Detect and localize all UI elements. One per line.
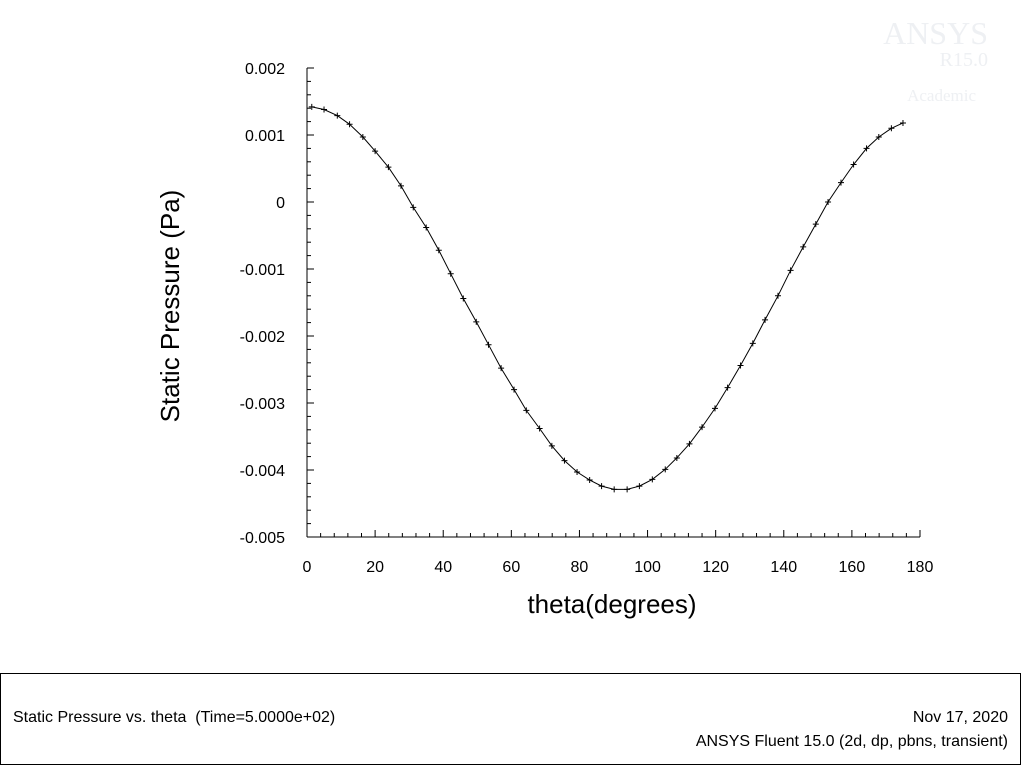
x-tick-label: 120 (702, 559, 729, 576)
y-tick-label: -0.002 (240, 329, 285, 346)
watermark-version: R15.0 (940, 49, 988, 71)
data-point-marker (423, 224, 430, 231)
x-tick-label: 0 (303, 559, 312, 576)
data-point-marker (435, 247, 442, 254)
data-point-marker (321, 106, 328, 113)
data-point-marker (586, 477, 593, 484)
data-point-marker (574, 469, 581, 476)
data-point-marker (385, 164, 392, 171)
y-tick-label: 0 (276, 195, 285, 212)
ansys-watermark: ANSYS R15.0 Academic (883, 15, 988, 105)
data-point-marker (636, 483, 643, 490)
data-point-marker (662, 466, 669, 473)
data-point-marker (649, 476, 656, 483)
y-tick-label: 0.001 (245, 128, 285, 145)
x-tick-label: 20 (366, 559, 384, 576)
data-point-marker (473, 318, 480, 325)
data-point-marker (724, 384, 731, 391)
data-point-marker (410, 204, 417, 211)
x-tick-label: 100 (634, 559, 661, 576)
y-axis-title: Static Pressure (Pa) (155, 190, 185, 423)
data-point-marker (888, 125, 895, 132)
data-point-marker (737, 362, 744, 369)
data-point-marker (359, 134, 366, 141)
data-point-marker (498, 365, 505, 372)
data-point-marker (711, 405, 718, 412)
y-tick-label: -0.001 (240, 262, 285, 279)
watermark-ansys: ANSYS (883, 15, 988, 51)
data-point-marker (485, 341, 492, 348)
footer-product: ANSYS Fluent 15.0 (2d, dp, pbns, transie… (695, 733, 1008, 750)
data-point-marker (699, 424, 706, 431)
y-tick-label: -0.003 (240, 396, 285, 413)
series-line (311, 106, 904, 490)
data-point-marker (624, 486, 631, 493)
x-axis-title: theta(degrees) (527, 589, 696, 619)
data-point-marker (397, 182, 404, 189)
data-point-marker (523, 407, 530, 414)
data-point-marker (611, 486, 618, 493)
data-point-marker (673, 454, 680, 461)
data-point-marker (749, 340, 756, 347)
data-point-marker (686, 440, 693, 447)
x-tick-label: 80 (571, 559, 589, 576)
data-point-marker (812, 221, 819, 228)
y-tick-label: -0.005 (240, 530, 285, 547)
data-point-marker (334, 112, 341, 119)
watermark-academic: Academic (907, 86, 976, 105)
ticks (306, 67, 921, 538)
x-tick-label: 60 (502, 559, 520, 576)
data-point-marker (837, 179, 844, 186)
data-point-marker (762, 316, 769, 323)
data-point-marker (372, 148, 379, 155)
data-point-marker (787, 267, 794, 274)
data-point-marker (863, 145, 870, 152)
data-point-marker (899, 119, 906, 126)
tick-labels: 0 20 40 60 80 100 120 140 160 180 -0.005 -0.004 -0.0… (240, 61, 934, 576)
data-point-marker (536, 425, 543, 432)
data-point-marker (346, 121, 353, 128)
y-tick-label: 0.002 (245, 61, 285, 78)
data-point-marker (800, 243, 807, 250)
x-tick-label: 160 (839, 559, 866, 576)
xy-plot: ANSYS R15.0 Academic 0 20 40 60 80 100 120 140 1… (155, 15, 988, 619)
data-point-marker (875, 134, 882, 141)
axes (306, 68, 920, 538)
x-tick-label: 40 (434, 559, 452, 576)
footer-date: Nov 17, 2020 (912, 709, 1008, 726)
data-point-marker (825, 199, 832, 205)
data-point-marker (598, 483, 605, 490)
x-tick-label: 140 (770, 559, 797, 576)
footer-panel: Static Pressure vs. theta (Time=5.0000e+… (0, 673, 1021, 765)
data-point-marker (850, 161, 857, 168)
data-point-marker (548, 442, 555, 449)
data-series (308, 103, 906, 493)
y-tick-label: -0.004 (240, 463, 285, 480)
data-point-marker (561, 457, 568, 464)
data-point-marker (511, 386, 518, 393)
data-point-marker (774, 292, 781, 299)
x-tick-label: 180 (907, 559, 934, 576)
data-point-marker (308, 103, 315, 110)
data-point-marker (447, 270, 454, 277)
footer-plot-title: Static Pressure vs. theta (Time=5.0000e+… (13, 709, 336, 726)
data-point-marker (460, 295, 467, 302)
